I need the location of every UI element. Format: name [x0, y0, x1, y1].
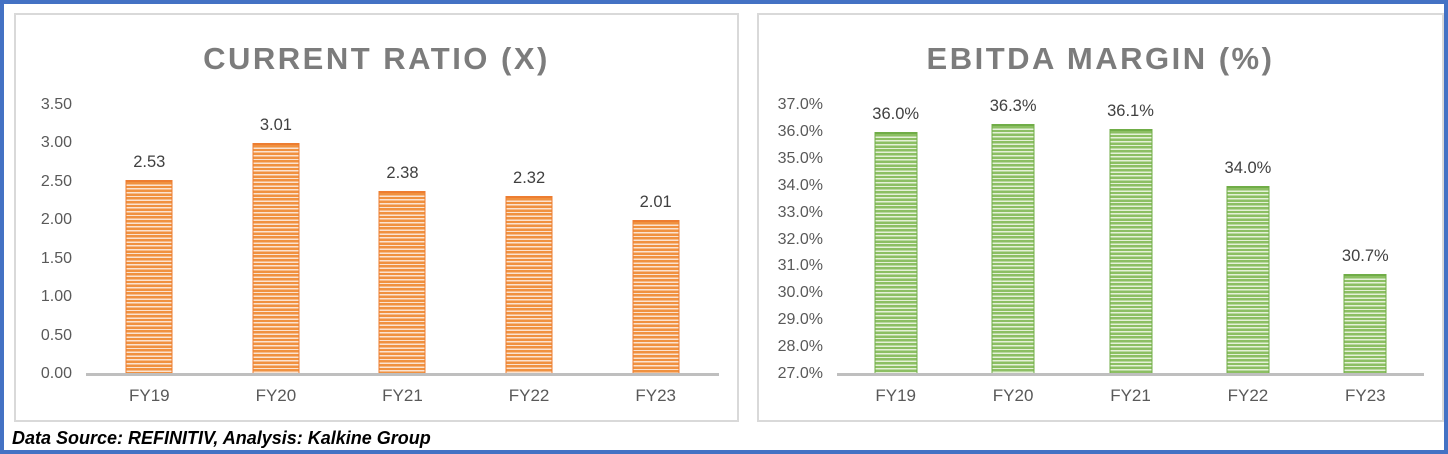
y-axis-tick-label: 2.00: [40, 211, 72, 229]
x-axis: FY19 FY20 FY21 FY22 FY23: [86, 386, 719, 406]
x-axis-category-label: FY20: [255, 386, 297, 405]
y-axis-tick-label: 3.00: [40, 134, 72, 152]
x-axis: FY19 FY20 FY21 FY22 FY23: [837, 386, 1424, 406]
current-ratio-chart: CURRENT RATIO (X) 3.50 3.00 2.50 2.00 1.50 1.…: [14, 13, 739, 422]
x-axis-category-label: FY23: [1345, 386, 1386, 405]
ebitda-margin-chart: EBITDA MARGIN (%) 37.0% 36.0% 35.0% 34.0% 33…: [757, 13, 1444, 422]
y-axis-tick-label: 0.50: [40, 326, 72, 344]
bar-slot: 36.3%: [954, 97, 1071, 374]
bar-fy23: [632, 219, 680, 374]
bar-slot: 36.1%: [1072, 102, 1189, 374]
bar-slot: 36.0%: [837, 105, 954, 374]
x-axis-line: [837, 373, 1424, 376]
x-axis-category-label: FY23: [635, 386, 676, 405]
bar-slot: 2.38: [339, 105, 466, 374]
y-axis-tick-label: 37.0%: [777, 96, 823, 113]
bar-fy22: [505, 195, 553, 374]
bar-slot: 2.53: [86, 105, 213, 374]
y-axis-tick-label: 0.00: [40, 365, 72, 382]
bar-data-label: 3.01: [259, 115, 292, 134]
bar-data-label: 36.0%: [872, 104, 920, 123]
bar-fy19: [874, 131, 918, 374]
x-axis-category-label: FY21: [1110, 386, 1151, 405]
plot-area: 3.50 3.00 2.50 2.00 1.50 1.00 0.50 0.00 2.53 3.0…: [16, 96, 719, 405]
bar-fy21: [378, 191, 426, 374]
y-axis-tick-label: 33.0%: [777, 203, 823, 221]
bar-series: 36.0% 36.3% 36.1% 34.0% 30.7%: [837, 97, 1424, 374]
bar-data-label: 36.3%: [989, 96, 1037, 115]
bar-data-label: 34.0%: [1224, 158, 1272, 177]
y-axis-tick-label: 36.0%: [777, 122, 823, 140]
x-axis-category-label: FY22: [1227, 386, 1269, 405]
x-axis-line: [86, 373, 719, 376]
bar-slot: 34.0%: [1189, 105, 1306, 374]
x-axis-category-label: FY19: [128, 386, 170, 405]
bar-data-label: 30.7%: [1341, 247, 1389, 266]
bar-data-label: 2.53: [133, 152, 166, 171]
y-axis-tick-label: 31.0%: [777, 257, 823, 275]
bar-slot: 30.7%: [1307, 105, 1424, 374]
data-source-note: Data Source: REFINITIV, Analysis: Kalkin…: [12, 428, 431, 448]
chart-title: CURRENT RATIO (X): [203, 41, 550, 76]
bar-fy19: [125, 179, 173, 374]
y-axis-tick-label: 35.0%: [777, 149, 823, 167]
y-axis-tick-label: 34.0%: [777, 176, 823, 194]
bar-slot: 2.32: [466, 105, 593, 374]
x-axis-category-label: FY19: [875, 386, 917, 405]
y-axis-tick-label: 30.0%: [777, 284, 823, 302]
y-axis-tick-label: 29.0%: [777, 311, 823, 329]
bar-slot: 2.01: [592, 105, 719, 374]
y-axis-tick-label: 32.0%: [777, 230, 823, 248]
bar-slot: 3.01: [213, 105, 340, 374]
bar-data-label: 2.32: [513, 168, 546, 187]
bar-data-label: 36.1%: [1107, 102, 1154, 121]
y-axis-tick-label: 2.50: [40, 172, 72, 190]
y-axis-tick-label: 28.0%: [777, 338, 823, 356]
bar-data-label: 2.38: [386, 164, 419, 183]
x-axis-category-label: FY22: [508, 386, 550, 405]
bar-series: 2.53 3.01 2.38 2.32 2.01: [86, 105, 719, 374]
y-axis-tick-label: 3.50: [40, 96, 72, 113]
bar-fy21: [1109, 129, 1153, 374]
y-axis: 37.0% 36.0% 35.0% 34.0% 33.0% 32.0% 31.0% 30.0%…: [759, 96, 837, 382]
y-axis-tick-label: 27.0%: [777, 365, 823, 382]
bar-fy20: [252, 142, 300, 374]
bar-fy20: [991, 123, 1035, 374]
y-axis: 3.50 3.00 2.50 2.00 1.50 1.00 0.50 0.00: [16, 96, 86, 382]
bar-fy23: [1343, 274, 1387, 374]
plot-area: 37.0% 36.0% 35.0% 34.0% 33.0% 32.0% 31.0% 30.0%…: [759, 96, 1424, 405]
y-axis-tick-label: 1.00: [40, 288, 72, 306]
y-axis-tick-label: 1.50: [40, 249, 72, 267]
chart-title: EBITDA MARGIN (%): [926, 41, 1275, 76]
bar-data-label: 2.01: [639, 192, 672, 211]
bar-fy22: [1226, 185, 1270, 374]
x-axis-category-label: FY20: [992, 386, 1034, 405]
x-axis-category-label: FY21: [382, 386, 423, 405]
